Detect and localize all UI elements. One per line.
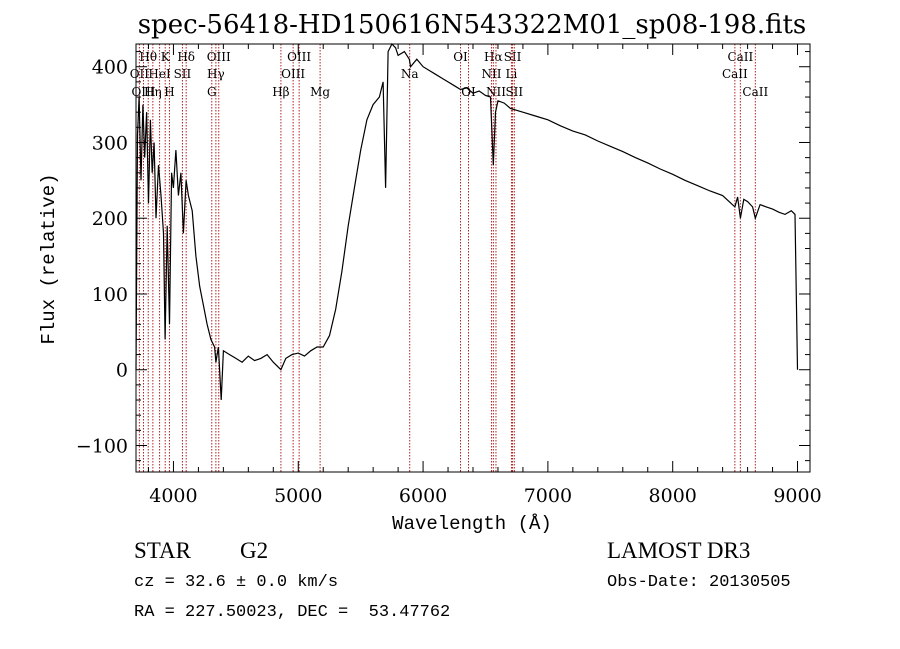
line-label-11: G (207, 85, 217, 99)
y-axis-label: Flux (relative) (38, 173, 60, 344)
line-label-26: CaII (722, 67, 748, 81)
line-label-1: OII (130, 67, 150, 81)
line-label-13: OIII (287, 50, 311, 64)
line-label-25: CaII (727, 50, 753, 64)
line-label-2: OIII (131, 85, 155, 99)
line-label-20: NII (481, 67, 501, 81)
chart-title: spec-56418-HD150616N543322M01_sp08-198.f… (138, 10, 807, 40)
line-label-18: OI (461, 85, 476, 99)
x-tick-label-2: 6000 (399, 485, 447, 507)
object-subclass: G2 (240, 538, 269, 563)
x-tick-label-5: 9000 (773, 485, 821, 507)
coordinates-readout: RA = 227.50023, DEC = 53.47762 (134, 603, 451, 622)
y-axis: −100 0 100 200 300 400 (76, 51, 810, 462)
line-label-22: SII (504, 50, 522, 64)
line-label-6: SII (174, 67, 192, 81)
line-label-19: Hα (484, 50, 503, 64)
y-tick-label-5: 400 (92, 57, 128, 79)
x-tick-label-1: 5000 (274, 485, 322, 507)
line-label-12: Hβ (272, 85, 289, 99)
y-tick-label-2: 100 (92, 284, 128, 306)
survey-name: LAMOST DR3 (607, 538, 751, 563)
object-class: STAR (134, 538, 191, 563)
line-label-14: OIII (281, 67, 305, 81)
redshift-readout: cz = 32.6 ± 0.0 km/s (134, 573, 339, 592)
x-tick-label-4: 8000 (649, 485, 697, 507)
y-tick-label-4: 300 (92, 132, 128, 154)
line-label-24: SII (505, 85, 523, 99)
plot-frame (135, 43, 811, 473)
x-axis: 4000 5000 6000 7000 8000 9000 (147, 44, 822, 507)
line-label-16: Na (401, 67, 419, 81)
line-label-8: Hδ (177, 50, 195, 64)
line-label-9: OIII (207, 50, 231, 64)
line-label-7: H (164, 85, 174, 99)
y-tick-label-1: 0 (116, 360, 128, 382)
series-line-0 (135, 42, 799, 401)
line-label-17: OI (453, 50, 468, 64)
line-label-0: Hθ (139, 50, 157, 64)
line-label-15: Mg (310, 85, 330, 99)
line-label-3: Hη (144, 85, 162, 99)
line-label-27: CaII (742, 85, 768, 99)
line-label-23: Li (506, 67, 518, 81)
x-axis-label: Wavelength (Å) (392, 513, 552, 535)
line-label-5: K (161, 50, 171, 64)
line-label-10: Hγ (207, 67, 225, 81)
y-tick-label-3: 200 (92, 208, 128, 230)
x-tick-label-0: 4000 (149, 485, 197, 507)
observation-date: Obs-Date: 20130505 (607, 573, 791, 592)
x-tick-label-3: 7000 (524, 485, 572, 507)
series-layer (135, 42, 799, 401)
line-label-21: NII (486, 85, 506, 99)
y-tick-label-0: −100 (76, 435, 128, 457)
line-label-4: HeI (148, 67, 171, 81)
